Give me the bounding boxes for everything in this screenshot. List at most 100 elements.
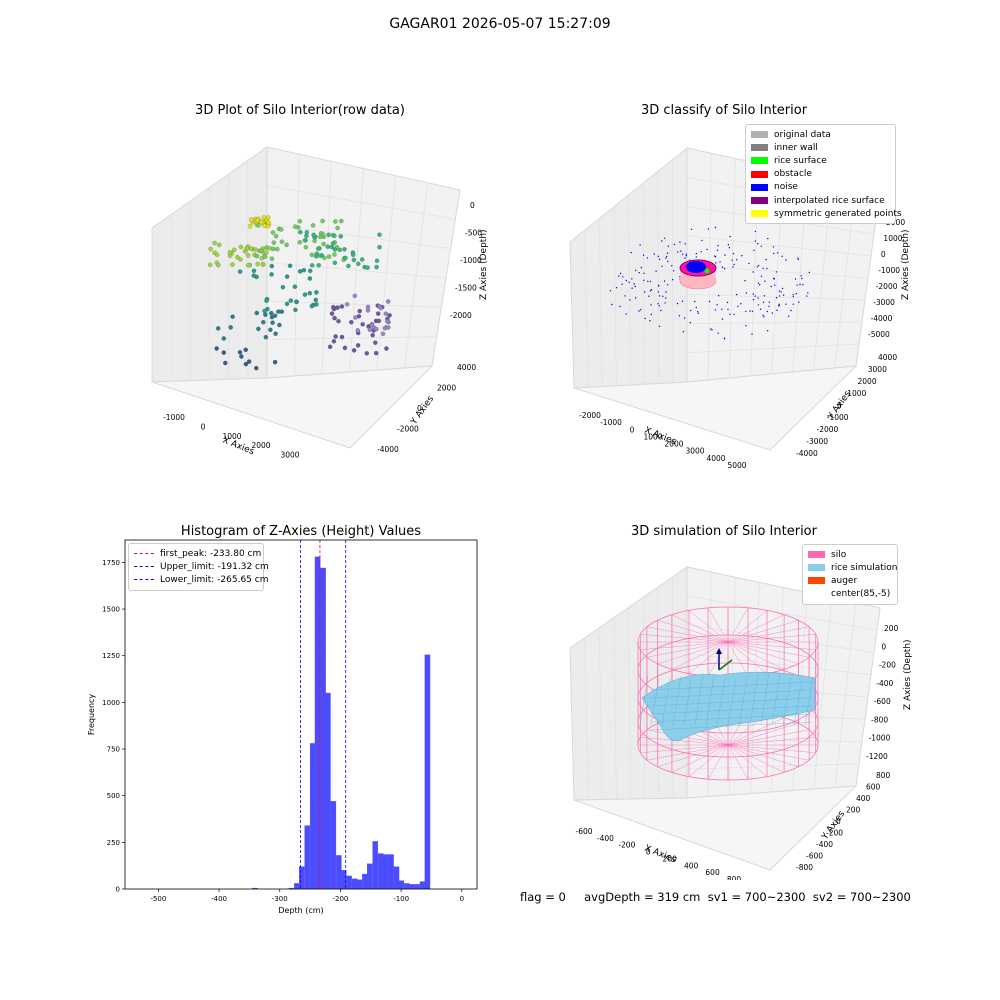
legend-swatch bbox=[808, 551, 825, 559]
raw-point bbox=[374, 258, 380, 263]
noise-point bbox=[634, 285, 636, 288]
raw-point bbox=[262, 254, 268, 260]
tr-z-tick: -2000 bbox=[876, 282, 898, 291]
noise-point bbox=[723, 337, 726, 339]
histogram-bar bbox=[388, 854, 394, 890]
legend-entry: auger bbox=[808, 574, 892, 587]
legend-label: inner wall bbox=[774, 142, 818, 153]
noise-point bbox=[697, 312, 700, 314]
raw-point bbox=[266, 220, 271, 225]
raw-point bbox=[320, 232, 326, 237]
tl-z-tick: -500 bbox=[465, 229, 482, 238]
histogram-bar bbox=[314, 556, 321, 890]
histogram-bar bbox=[408, 884, 415, 890]
legend-label: center(85,-5) bbox=[831, 589, 891, 600]
raw-point bbox=[216, 242, 222, 248]
noise-point bbox=[768, 301, 771, 303]
noise-point bbox=[665, 257, 667, 259]
rice-mesh-line bbox=[804, 677, 814, 726]
raw-point bbox=[314, 251, 319, 256]
raw-point bbox=[376, 318, 381, 324]
noise-point bbox=[757, 282, 760, 284]
noise-point bbox=[678, 315, 681, 317]
rice-mesh-line bbox=[672, 676, 682, 726]
raw-point bbox=[230, 314, 235, 319]
noise-point bbox=[727, 308, 729, 311]
raw-point bbox=[269, 263, 274, 269]
noise-point bbox=[717, 245, 719, 247]
raw-point bbox=[258, 219, 264, 225]
raw-point bbox=[327, 344, 333, 349]
tr-y-tick: 0 bbox=[837, 401, 842, 410]
raw-point bbox=[339, 218, 344, 224]
noise-point bbox=[729, 313, 731, 315]
histogram-bar bbox=[382, 854, 389, 890]
rice-mesh-line bbox=[649, 689, 813, 699]
raw-point bbox=[256, 223, 261, 228]
silo-spoke bbox=[727, 610, 768, 643]
raw-point bbox=[338, 234, 343, 239]
raw-point bbox=[384, 346, 389, 351]
raw-point bbox=[307, 276, 313, 281]
noise-point bbox=[754, 230, 757, 233]
raw-point bbox=[256, 326, 261, 332]
x-tick-label: -100 bbox=[393, 895, 409, 903]
tl-z-tick: -1000 bbox=[460, 256, 482, 265]
noise-point bbox=[661, 240, 663, 242]
silo-spoke bbox=[640, 641, 729, 650]
noise-point bbox=[766, 310, 768, 313]
noise-point bbox=[697, 311, 699, 313]
legend-line bbox=[134, 566, 154, 568]
noise-point bbox=[748, 262, 750, 265]
raw-point bbox=[302, 238, 308, 243]
histogram-bar bbox=[351, 878, 358, 890]
noise-point bbox=[695, 306, 697, 309]
tr-y-tick: -4000 bbox=[796, 449, 818, 458]
silo-spoke bbox=[671, 614, 729, 643]
silo-spoke bbox=[727, 744, 785, 773]
raw-point bbox=[304, 230, 309, 235]
rice-mesh-line bbox=[661, 678, 671, 726]
br-x-tick: -400 bbox=[597, 834, 614, 843]
noise-point bbox=[776, 252, 779, 254]
raw-point bbox=[228, 325, 233, 330]
noise-point bbox=[642, 254, 645, 256]
raw-point bbox=[373, 350, 379, 356]
raw-point bbox=[367, 327, 373, 332]
silo-spoke bbox=[727, 744, 799, 767]
noise-point bbox=[790, 309, 792, 312]
silo-spoke bbox=[727, 729, 810, 746]
raw-point bbox=[232, 247, 237, 253]
noise-point bbox=[657, 284, 660, 287]
panel-br-title: 3D simulation of Silo Interior bbox=[631, 524, 817, 539]
raw-point bbox=[325, 244, 330, 249]
noise-point bbox=[657, 255, 659, 257]
noise-point bbox=[735, 293, 738, 296]
raw-point bbox=[280, 284, 286, 290]
raw-point bbox=[272, 359, 278, 365]
rice-mesh-line bbox=[649, 705, 813, 715]
silo-spoke bbox=[688, 610, 729, 643]
raw-point bbox=[374, 326, 379, 332]
tl-ylabel: Y Axies bbox=[409, 394, 437, 427]
noise-point bbox=[658, 258, 661, 260]
raw-point bbox=[326, 254, 332, 259]
raw-point bbox=[284, 274, 290, 279]
raw-point bbox=[235, 254, 240, 260]
noise-point bbox=[717, 332, 719, 334]
histogram-bar bbox=[393, 866, 400, 890]
tl-y-tick: -2000 bbox=[397, 425, 419, 434]
noise-point bbox=[638, 310, 640, 312]
tr-legend: original data inner wall rice surface obsta… bbox=[745, 124, 902, 225]
legend-swatch bbox=[808, 577, 825, 585]
noise-point bbox=[630, 251, 632, 254]
panel-tl-title: 3D Plot of Silo Interior(row data) bbox=[195, 103, 405, 118]
raw-point bbox=[261, 319, 266, 325]
legend-swatch bbox=[751, 197, 768, 205]
noise-core bbox=[686, 261, 706, 273]
noise-point bbox=[657, 291, 660, 293]
raw-point bbox=[275, 246, 280, 252]
noise-point bbox=[798, 301, 800, 303]
raw-point bbox=[244, 246, 250, 251]
raw-point bbox=[292, 284, 298, 289]
